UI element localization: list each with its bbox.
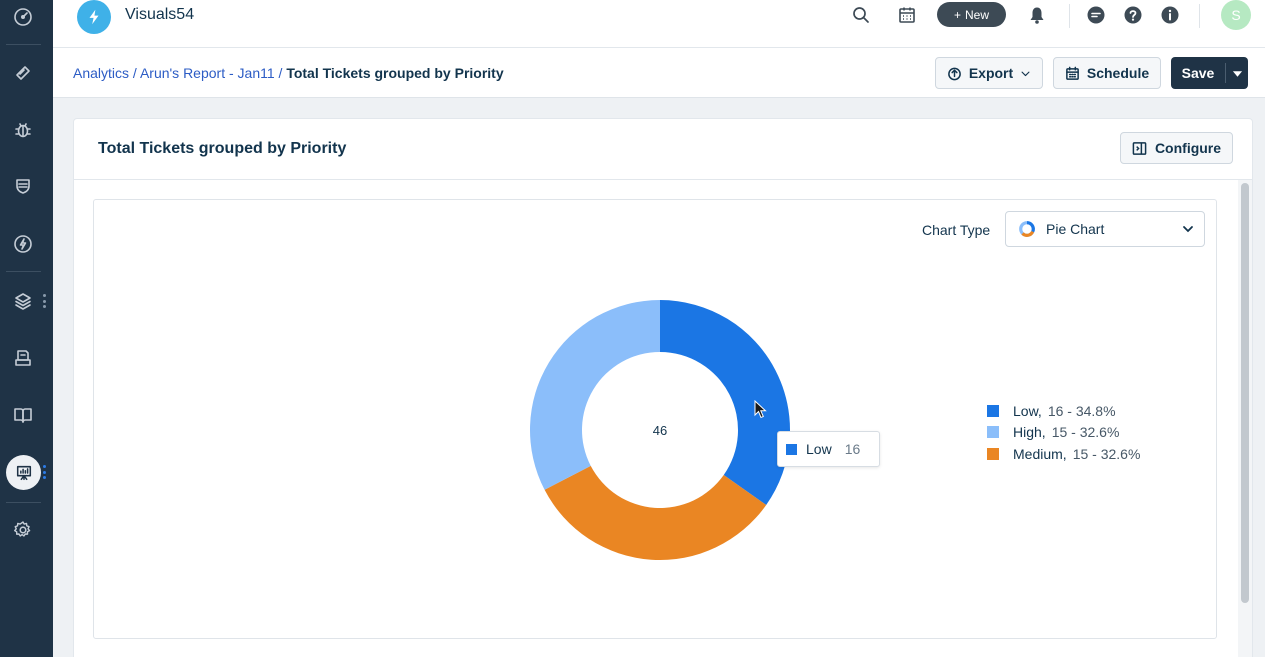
sidebar-divider: [6, 271, 41, 272]
legend-item-low[interactable]: Low, 16 - 34.8%: [987, 400, 1140, 422]
tickets-icon[interactable]: [0, 58, 46, 88]
avatar[interactable]: S: [1221, 0, 1251, 30]
export-label: Export: [968, 65, 1014, 81]
book-icon[interactable]: [0, 400, 46, 430]
legend-label: Low,: [1013, 402, 1042, 419]
save-button[interactable]: Save: [1181, 65, 1215, 81]
app-logo[interactable]: [77, 0, 111, 34]
new-button-label: New: [965, 7, 990, 22]
sidebar-divider: [6, 44, 41, 45]
legend-value: 15 - 32.6%: [1051, 424, 1120, 441]
schedule-label: Schedule: [1086, 65, 1150, 81]
tooltip-swatch: [786, 443, 797, 455]
chart-tooltip: Low 16: [777, 431, 880, 467]
export-button[interactable]: Export: [935, 57, 1043, 89]
chart-panel: Chart Type Pie Chart 46 Low, 16 - 34.8% Hi…: [93, 199, 1217, 639]
donut-slice-high[interactable]: [530, 300, 660, 490]
panel-toggle-icon: [1132, 141, 1147, 155]
plus-icon: +: [953, 7, 961, 22]
chart-legend: Low, 16 - 34.8% High, 15 - 32.6% Medium, 15 -…: [987, 400, 1140, 465]
more-dots-icon[interactable]: [43, 294, 47, 308]
card-title: Total Tickets grouped by Priority: [98, 140, 347, 157]
legend-value: 15 - 32.6%: [1072, 445, 1141, 462]
settings-icon[interactable]: [0, 515, 46, 545]
calendar-icon[interactable]: [896, 4, 918, 26]
donut-total-label: 46: [653, 423, 667, 438]
save-options-button[interactable]: [1226, 57, 1248, 89]
breadcrumb-link-analytics[interactable]: Analytics /: [73, 65, 137, 81]
breadcrumb-current: Total Tickets grouped by Priority: [286, 65, 504, 81]
legend-item-medium[interactable]: Medium, 15 - 32.6%: [987, 443, 1140, 465]
shield-icon[interactable]: [0, 171, 46, 201]
breadcrumb-bar: Analytics / Arun's Report - Jan11 / Tota…: [53, 48, 1265, 98]
configure-button[interactable]: Configure: [1120, 132, 1233, 164]
chevron-down-icon: [1183, 226, 1193, 233]
legend-swatch: [987, 404, 999, 417]
help-icon[interactable]: [1122, 4, 1144, 26]
mouse-cursor-icon: [754, 400, 767, 419]
analytics-icon[interactable]: [6, 455, 41, 490]
layers-icon[interactable]: [0, 286, 46, 316]
breadcrumb-link-report[interactable]: Arun's Report - Jan11 /: [139, 65, 283, 81]
chart-type-label: Chart Type: [922, 222, 991, 238]
calendar-icon: [1066, 66, 1079, 80]
sidebar-divider: [6, 502, 41, 503]
topbar-divider: [1069, 4, 1070, 28]
save-split-button: Save: [1171, 57, 1248, 89]
inbox-icon[interactable]: [0, 343, 46, 373]
legend-swatch: [987, 447, 999, 460]
search-icon[interactable]: [850, 4, 872, 26]
top-bar: Visuals54 + New S: [53, 0, 1265, 48]
new-button[interactable]: + New: [937, 2, 1006, 27]
save-divider: [1225, 63, 1226, 83]
legend-label: Medium,: [1013, 445, 1067, 462]
donut-chart-icon: [1019, 221, 1035, 237]
chat-icon[interactable]: [1085, 4, 1107, 26]
chart-type-value: Pie Chart: [1046, 221, 1105, 237]
legend-value: 16 - 34.8%: [1047, 402, 1116, 419]
bug-icon[interactable]: [0, 115, 46, 145]
bell-icon[interactable]: [1026, 4, 1048, 26]
tooltip-value: 16: [844, 441, 861, 457]
donut-slice-low[interactable]: [660, 300, 790, 505]
configure-label: Configure: [1154, 140, 1222, 156]
legend-swatch: [987, 426, 999, 439]
breadcrumb: Analytics / Arun's Report - Jan11 / Tota…: [73, 65, 504, 81]
tooltip-label: Low: [806, 441, 832, 457]
donut-chart: 46: [530, 300, 790, 560]
left-sidebar: [0, 0, 53, 657]
card-header: Total Tickets grouped by Priority Config…: [74, 119, 1252, 180]
bolt-icon[interactable]: [0, 229, 46, 259]
info-icon[interactable]: [1159, 4, 1181, 26]
export-icon: [947, 67, 961, 80]
legend-item-high[interactable]: High, 15 - 32.6%: [987, 422, 1140, 444]
donut-slice-medium[interactable]: [544, 465, 767, 560]
scrollbar-thumb[interactable]: [1241, 183, 1249, 603]
chevron-down-icon: [1021, 71, 1030, 76]
topbar-divider: [1199, 4, 1200, 28]
app-name: Visuals54: [125, 6, 195, 23]
dashboard-icon[interactable]: [0, 2, 46, 32]
chart-type-select[interactable]: Pie Chart: [1005, 211, 1205, 247]
legend-label: High,: [1013, 424, 1046, 441]
caret-down-icon: [1232, 70, 1242, 77]
more-dots-icon[interactable]: [43, 465, 47, 479]
schedule-button[interactable]: Schedule: [1053, 57, 1161, 89]
